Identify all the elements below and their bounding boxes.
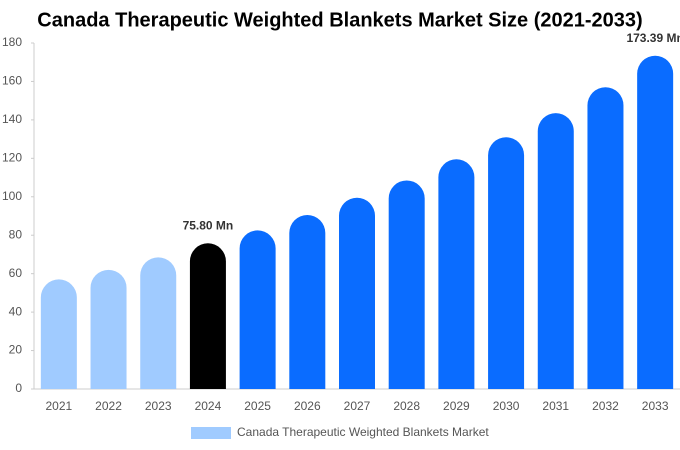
x-tick-label: 2028	[393, 399, 420, 413]
y-tick-label: 180	[2, 35, 22, 49]
x-tick-label: 2029	[443, 399, 470, 413]
x-tick-label: 2022	[95, 399, 122, 413]
chart-title: Canada Therapeutic Weighted Blankets Mar…	[37, 9, 642, 31]
y-tick-label: 100	[2, 189, 22, 203]
bar	[587, 87, 624, 389]
bar	[339, 197, 375, 389]
bar	[90, 269, 127, 389]
bar	[637, 55, 674, 390]
bar	[239, 230, 276, 389]
x-tick-label: 2032	[592, 399, 619, 413]
bar	[189, 243, 226, 389]
bar	[140, 257, 177, 389]
x-tick-label: 2023	[145, 399, 172, 413]
y-tick-label: 140	[2, 112, 22, 126]
bar	[537, 113, 574, 389]
x-tick-label: 2021	[45, 399, 72, 413]
bar	[40, 279, 77, 389]
x-tick-label: 2031	[542, 399, 569, 413]
legend-label: Canada Therapeutic Weighted Blankets Mar…	[237, 425, 489, 439]
y-tick-label: 40	[9, 304, 23, 318]
bar	[488, 137, 525, 389]
x-tick-label: 2026	[294, 399, 321, 413]
x-tick-label: 2025	[244, 399, 271, 413]
bar	[388, 180, 425, 389]
x-tick-label: 2024	[195, 399, 222, 413]
y-tick-label: 20	[9, 343, 23, 357]
x-tick-label: 2030	[493, 399, 520, 413]
bar	[438, 159, 475, 389]
y-tick-label: 0	[15, 381, 22, 395]
x-tick-label: 2027	[344, 399, 371, 413]
legend-swatch	[191, 427, 231, 439]
y-tick-label: 60	[9, 266, 23, 280]
x-tick-label: 2033	[642, 399, 669, 413]
bar	[289, 215, 326, 389]
data-label: 75.80 Mn	[183, 218, 234, 232]
y-tick-label: 120	[2, 151, 22, 165]
data-label: 173.39 Mn	[626, 31, 680, 45]
y-tick-label: 80	[9, 227, 23, 241]
y-tick-label: 160	[2, 74, 22, 88]
